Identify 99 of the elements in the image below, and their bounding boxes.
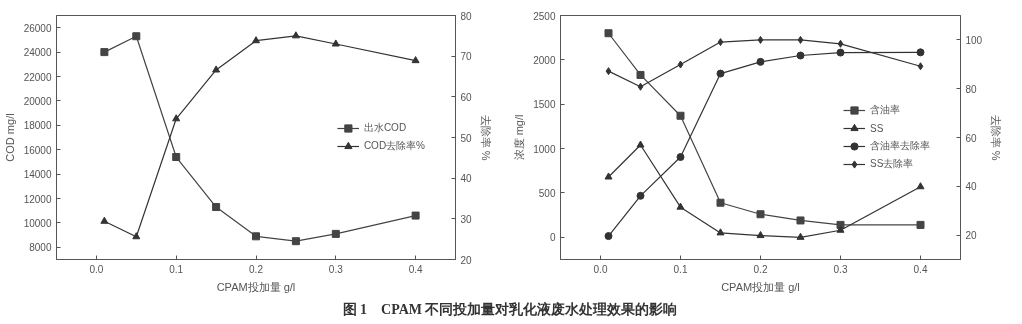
point (916, 220, 925, 229)
y-axis-title: 浓度 mg/l (513, 114, 526, 161)
caption: 图 1 CPAM 不同投加量对乳化液废水处理效果的影响 (342, 301, 678, 319)
point (797, 35, 804, 44)
y-tick-label: 1500 (533, 99, 556, 111)
x-tick-label: 0.1 (169, 263, 184, 275)
x-tick-label: 0.3 (833, 263, 848, 275)
y-tick-label: 10000 (23, 217, 52, 229)
y2-axis-title: 去除率 % (479, 114, 492, 161)
y2-tick-label: 100 (965, 34, 983, 46)
point (676, 202, 685, 210)
y-axis-title: COD mg/l (3, 113, 16, 162)
legend-label: 含油率去除率 (870, 139, 930, 153)
point (677, 60, 684, 69)
y2-tick-label: 20 (965, 230, 978, 242)
point (291, 237, 300, 246)
y-tick-label: 22000 (23, 71, 52, 83)
legend-label: 含油率 (870, 103, 900, 117)
point (917, 62, 924, 71)
point (605, 67, 612, 76)
point (716, 228, 725, 236)
y-tick-label: 8000 (29, 242, 52, 254)
x-axis-title: CPAM投加量 g/l (216, 280, 296, 293)
point (837, 39, 844, 48)
point (636, 140, 645, 148)
y-tick-label: 14000 (23, 169, 52, 181)
legend-label: COD去除率% (363, 139, 425, 153)
point (132, 32, 141, 41)
point (836, 225, 845, 233)
point (411, 56, 420, 64)
x-tick-label: 0.1 (673, 263, 688, 275)
point (331, 229, 340, 238)
x-tick-label: 0.2 (753, 263, 768, 275)
y-tick-label: 0 (549, 232, 556, 244)
y-tick-label: 18000 (23, 120, 52, 132)
point (411, 211, 420, 220)
x-tick-label: 0.2 (249, 263, 264, 275)
point (331, 39, 340, 47)
y-tick-label: 24000 (23, 47, 52, 59)
point (636, 191, 645, 200)
point (212, 65, 221, 73)
y-tick-label: 16000 (23, 144, 52, 156)
y2-tick-label: 80 (460, 10, 473, 22)
point (604, 172, 613, 180)
point (716, 69, 725, 78)
point (172, 114, 181, 122)
y-tick-label: 500 (538, 187, 556, 199)
y-tick-label: 26000 (23, 22, 52, 34)
x-tick-label: 0.4 (913, 263, 928, 275)
point (796, 216, 805, 225)
point (100, 48, 109, 57)
point (916, 182, 925, 190)
x-tick-label: 0.0 (89, 263, 104, 275)
point (252, 232, 260, 241)
y-tick-label: 1000 (533, 143, 556, 155)
y-tick-label: 20000 (23, 95, 52, 107)
y2-tick-label: 60 (965, 132, 978, 144)
y2-tick-label: 20 (460, 254, 473, 266)
y2-tick-label: 70 (460, 51, 473, 63)
point (604, 232, 613, 241)
y2-tick-label: 50 (460, 132, 473, 144)
x-tick-label: 0.0 (593, 263, 608, 275)
x-axis-title: CPAM投加量 g/l (721, 280, 800, 293)
x-tick-label: 0.3 (328, 263, 344, 275)
y2-tick-label: 40 (965, 181, 978, 193)
point (796, 232, 805, 240)
point (796, 51, 805, 60)
x-tick-label: 0.4 (408, 263, 423, 275)
point (636, 70, 645, 79)
point (717, 38, 724, 47)
point (132, 232, 141, 240)
point (604, 29, 613, 38)
point (252, 36, 260, 44)
point (716, 198, 725, 207)
point (676, 153, 685, 162)
point (676, 111, 685, 120)
point (172, 153, 181, 162)
y2-tick-label: 30 (460, 213, 473, 225)
y-tick-label: 12000 (23, 193, 52, 205)
y2-tick-label: 40 (460, 173, 473, 185)
legend-label: SS (870, 121, 885, 136)
point (916, 48, 925, 57)
legend-label: SS去除率 (870, 157, 914, 171)
point (756, 210, 765, 219)
y-tick-label: 2500 (533, 10, 556, 22)
point (757, 35, 764, 44)
y-tick-label: 2000 (533, 54, 556, 66)
y2-tick-label: 80 (965, 83, 978, 95)
point (756, 57, 765, 66)
y2-tick-label: 60 (460, 91, 473, 103)
point (836, 48, 845, 57)
point (756, 231, 765, 239)
legend-label: 出水COD (363, 121, 407, 135)
point (291, 31, 300, 39)
point (212, 203, 221, 212)
point (637, 82, 644, 91)
point (100, 216, 109, 224)
point (836, 220, 845, 229)
y2-axis-title: 去除率 % (990, 114, 1003, 161)
